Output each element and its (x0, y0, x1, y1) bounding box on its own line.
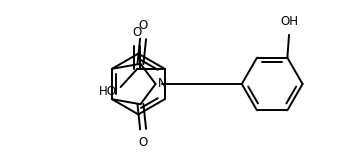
Text: OH: OH (281, 15, 299, 28)
Text: O: O (138, 136, 148, 149)
Text: HO: HO (99, 86, 117, 98)
Text: O: O (138, 19, 148, 32)
Text: N: N (158, 77, 167, 91)
Text: O: O (133, 26, 142, 39)
